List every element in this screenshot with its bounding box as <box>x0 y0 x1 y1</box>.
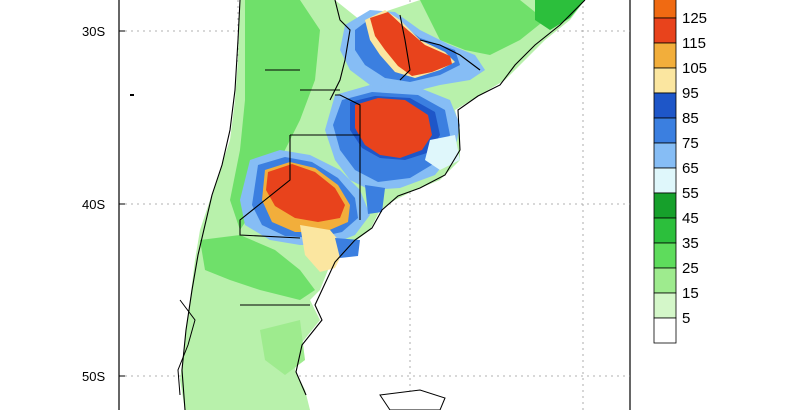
legend-label: 75 <box>682 135 699 152</box>
legend-swatch <box>653 292 677 319</box>
legend-label: 105 <box>682 60 707 77</box>
boundaries <box>181 0 586 410</box>
legend-swatch <box>653 67 677 94</box>
legend-swatch <box>653 192 677 219</box>
legend-swatch <box>653 267 677 294</box>
legend-swatch <box>653 92 677 119</box>
legend-swatch <box>653 317 677 344</box>
legend-swatch <box>653 142 677 169</box>
legend-swatch-top <box>653 0 677 19</box>
legend-label: 55 <box>682 185 699 202</box>
legend-label: 65 <box>682 160 699 177</box>
legend-label: 15 <box>682 285 699 302</box>
legend-swatch <box>653 242 677 269</box>
north-red-core <box>370 12 452 76</box>
tierra-del-fuego <box>379 389 446 410</box>
south-red-core <box>266 164 345 222</box>
legend-swatch <box>653 117 677 144</box>
legend-swatch <box>653 17 677 44</box>
precipitation-field <box>130 0 586 410</box>
lat-ticks <box>119 30 125 377</box>
legend-label: 115 <box>682 35 706 52</box>
legend-label: 85 <box>682 110 699 127</box>
legend-label: 45 <box>682 210 699 227</box>
central-red-core <box>355 98 432 158</box>
legend-swatch <box>653 42 677 69</box>
legend-label: 35 <box>682 235 699 252</box>
lat-label-30s: 30S <box>82 24 105 39</box>
lat-label-40s: 40S <box>82 197 105 212</box>
legend-swatch <box>653 167 677 194</box>
color-legend: 125 115 105 95 85 75 65 55 45 35 25 15 5 <box>653 0 707 344</box>
legend-label: 125 <box>682 10 707 27</box>
lat-label-50s: 50S <box>82 369 105 384</box>
legend-swatch <box>653 217 677 244</box>
legend-label: 25 <box>682 260 699 277</box>
legend-label: 5 <box>682 310 690 327</box>
legend-label: 95 <box>682 85 699 102</box>
